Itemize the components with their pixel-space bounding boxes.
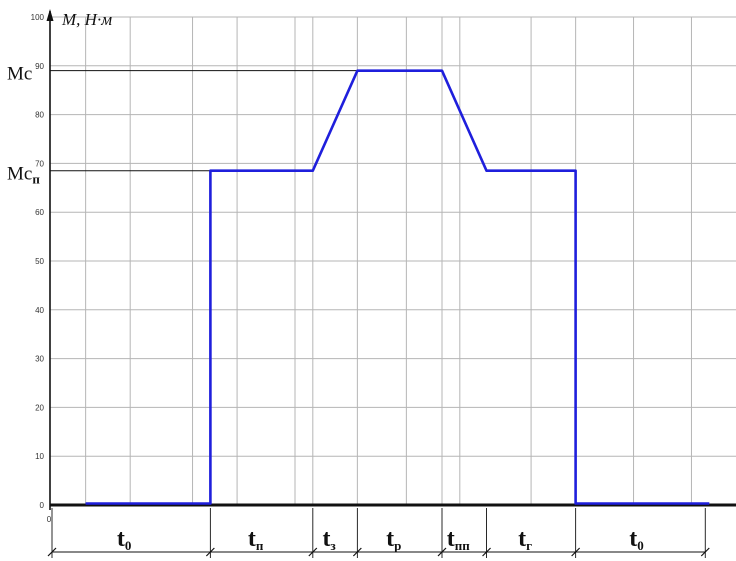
- interval-tick-mark: [437, 547, 447, 557]
- interval-label-subscript: 0: [125, 538, 132, 553]
- y-axis-label: M, Н·м: [61, 10, 112, 29]
- interval-label: tп: [248, 526, 264, 553]
- interval-label: tз: [322, 526, 335, 553]
- time-intervals: [47, 508, 710, 558]
- y-tick-label: 90: [35, 62, 44, 71]
- reference-label: Mc: [7, 64, 32, 85]
- interval-tick-mark: [47, 547, 57, 557]
- y-tick-label: 60: [35, 208, 44, 217]
- x-origin-label: 0: [47, 515, 52, 524]
- y-tick-label: 80: [35, 111, 44, 120]
- interval-label: tпп: [447, 526, 470, 553]
- y-axis-arrow: [46, 9, 54, 21]
- labels: 0 10 20 30 40 50 60 70 80 90 100 0 M, Н·м Mc Mcп t0 tп tз…: [7, 10, 644, 553]
- interval-label-subscript: пп: [455, 538, 470, 553]
- interval-tick-mark: [205, 547, 215, 557]
- y-tick-label: 0: [40, 501, 45, 510]
- interval-label: t0: [117, 526, 132, 553]
- interval-label: t0: [629, 526, 644, 553]
- interval-label: tг: [518, 526, 532, 553]
- reference-label-subscript: п: [32, 172, 40, 187]
- grid: [50, 16, 736, 505]
- interval-tick-mark: [308, 547, 318, 557]
- y-tick-label: 20: [35, 403, 44, 412]
- y-tick-label: 40: [35, 306, 44, 315]
- interval-label-subscript: г: [526, 538, 532, 553]
- y-tick-label: 50: [35, 257, 44, 266]
- reference-label: Mcп: [7, 164, 40, 187]
- y-tick-label: 100: [31, 13, 45, 22]
- interval-tick-mark: [352, 547, 362, 557]
- y-tick-label: 10: [35, 452, 44, 461]
- y-tick-label: 70: [35, 159, 44, 168]
- interval-label-subscript: р: [394, 538, 401, 553]
- interval-tick-mark: [482, 547, 491, 557]
- interval-tick-mark: [571, 547, 581, 557]
- reference-lines: [50, 70, 358, 172]
- interval-label-subscript: з: [330, 538, 335, 553]
- interval-tick-mark: [700, 547, 710, 557]
- y-tick-label: 30: [35, 355, 44, 364]
- interval-label-subscript: п: [256, 538, 264, 553]
- torque-series-line: [85, 69, 710, 505]
- interval-label: tр: [386, 526, 401, 553]
- series: [85, 69, 710, 505]
- interval-label-subscript: 0: [637, 538, 644, 553]
- axes: [46, 9, 736, 510]
